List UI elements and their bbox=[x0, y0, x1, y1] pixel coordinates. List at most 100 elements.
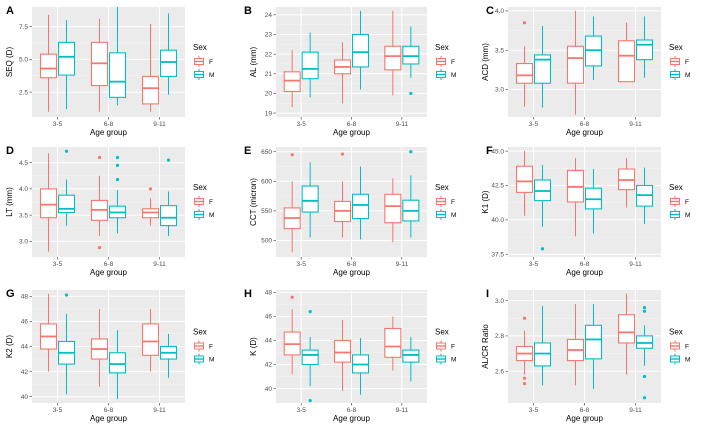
legend-key-m: M bbox=[670, 209, 690, 220]
box-f-6-8 bbox=[90, 18, 109, 112]
panel-letter: B bbox=[244, 5, 252, 17]
box-m-3-5 bbox=[57, 293, 76, 395]
x-tick-label: 6-8 bbox=[580, 121, 590, 128]
box-f-9-11 bbox=[384, 178, 402, 243]
y-tick-label: 650 bbox=[261, 149, 272, 156]
box-f-3-5 bbox=[283, 153, 301, 253]
y-tick-label: 3.0 bbox=[19, 238, 28, 245]
box-iqr bbox=[402, 349, 420, 363]
panel-letter: E bbox=[244, 145, 251, 157]
legend-key-m: M bbox=[670, 353, 690, 365]
y-tick-label: 21 bbox=[265, 71, 273, 78]
legend-key-f: F bbox=[194, 196, 213, 207]
box-m-9-11 bbox=[635, 167, 654, 224]
box-iqr bbox=[533, 54, 552, 84]
box-f-6-8 bbox=[90, 155, 109, 250]
outlier-point bbox=[97, 245, 102, 250]
box-f-9-11 bbox=[141, 187, 160, 226]
legend-key-m: M bbox=[436, 209, 456, 220]
box-m-9-11 bbox=[402, 336, 420, 382]
box-f-3-5 bbox=[39, 153, 58, 252]
outlier-point bbox=[166, 158, 171, 162]
box-f-9-11 bbox=[141, 24, 160, 112]
box-iqr bbox=[108, 52, 127, 98]
legend-key-f: F bbox=[194, 340, 213, 352]
legend-key-f: F bbox=[436, 196, 455, 207]
box-f-9-11 bbox=[141, 308, 160, 372]
legend-key-m: M bbox=[194, 353, 214, 365]
x-axis-title: Age group bbox=[90, 128, 127, 137]
box-m-6-8 bbox=[108, 330, 127, 400]
legend-label-f: F bbox=[685, 59, 689, 66]
x-tick-label: 9-11 bbox=[396, 407, 409, 414]
x-axis-title: Age group bbox=[90, 268, 127, 277]
y-tick-label: 5.0 bbox=[19, 57, 28, 64]
y-tick-label: 48 bbox=[265, 290, 273, 297]
box-iqr bbox=[141, 323, 160, 356]
y-tick-label: 48 bbox=[21, 293, 29, 300]
box-m-3-5 bbox=[533, 305, 552, 386]
y-tick-label: 40 bbox=[21, 394, 29, 401]
box-iqr bbox=[141, 75, 160, 105]
legend-key-f: F bbox=[670, 196, 689, 207]
box-m-9-11 bbox=[635, 306, 654, 400]
box-m-3-5 bbox=[57, 20, 76, 110]
outlier-point bbox=[308, 398, 312, 403]
box-m-9-11 bbox=[159, 333, 178, 378]
y-tick-label: 550 bbox=[261, 208, 272, 215]
y-axis-title: K1 (D) bbox=[481, 190, 490, 213]
x-tick-label: 6-8 bbox=[347, 407, 357, 414]
y-tick-label: 4.0 bbox=[495, 8, 504, 15]
x-tick-label: 6-8 bbox=[104, 121, 114, 128]
outlier-point bbox=[540, 247, 545, 251]
x-axis-title: Age group bbox=[566, 414, 603, 423]
y-tick-label: 42 bbox=[21, 369, 29, 376]
outlier-point bbox=[148, 187, 153, 191]
panel-letter: F bbox=[486, 145, 493, 157]
outlier-point bbox=[340, 152, 345, 156]
legend-title: Sex bbox=[435, 328, 449, 337]
box-iqr bbox=[159, 205, 178, 227]
box-f-3-5 bbox=[39, 14, 58, 112]
box-iqr bbox=[351, 33, 370, 68]
panel-letter: I bbox=[486, 288, 489, 300]
y-tick-label: 3.5 bbox=[19, 212, 28, 219]
outlier-point bbox=[115, 177, 120, 182]
legend-label-f: F bbox=[451, 344, 455, 351]
box-f-9-11 bbox=[617, 293, 636, 375]
y-tick-label: 600 bbox=[261, 179, 272, 186]
box-iqr bbox=[39, 53, 58, 79]
x-tick-label: 3-5 bbox=[53, 261, 63, 268]
legend-title: Sex bbox=[669, 183, 683, 192]
outlier-point bbox=[409, 150, 413, 154]
panel-i: 2.6 2.8 3.0 3-5 6-8 9-11 Age group AL/CR Ratio I… bbox=[481, 288, 690, 423]
box-m-9-11 bbox=[159, 13, 178, 95]
legend-title: Sex bbox=[435, 183, 449, 192]
legend-title: Sex bbox=[435, 43, 449, 52]
box-iqr bbox=[301, 51, 319, 80]
y-axis-title: AL/CR Ratio bbox=[481, 324, 490, 369]
box-m-6-8 bbox=[108, 155, 127, 234]
x-tick-label: 9-11 bbox=[153, 407, 166, 414]
x-tick-label: 3-5 bbox=[296, 261, 306, 268]
x-tick-label: 6-8 bbox=[104, 407, 114, 414]
box-f-6-8 bbox=[333, 42, 352, 104]
legend-title: Sex bbox=[669, 43, 683, 52]
box-iqr bbox=[57, 194, 76, 214]
panel-e: 500 550 600 650 3-5 6-8 9-11 Age group CCT (micr… bbox=[244, 145, 456, 277]
x-tick-label: 3-5 bbox=[529, 261, 539, 268]
panel-g: 40 42 44 46 48 3-5 6-8 9-11 Age group K2 (D) G SexF… bbox=[5, 288, 214, 423]
box-iqr bbox=[584, 324, 603, 360]
box-iqr bbox=[333, 339, 352, 363]
panel-letter: D bbox=[6, 145, 14, 157]
outlier-point bbox=[642, 306, 647, 310]
x-tick-label: 9-11 bbox=[629, 261, 642, 268]
y-tick-label: 40.0 bbox=[491, 217, 504, 224]
legend-label-f: F bbox=[685, 344, 689, 351]
box-iqr bbox=[283, 71, 301, 93]
y-tick-label: 44 bbox=[265, 338, 273, 345]
legend-label-m: M bbox=[209, 72, 214, 79]
